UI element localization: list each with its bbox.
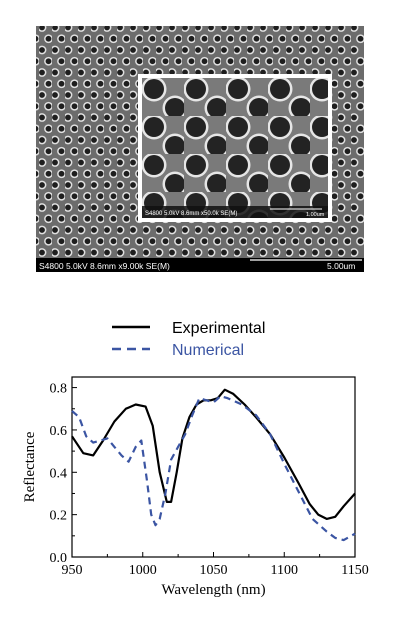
- sem-caption: S4800 5.0kV 8.6mm x9.00k SE(M): [39, 261, 170, 271]
- y-tick-label: 0.6: [50, 424, 68, 439]
- sem-caption-bar: [36, 258, 364, 272]
- sem-micrograph: S4800 5.0kV 8.6mm x50.0k SE(M) 1.00um S4…: [36, 26, 364, 272]
- series-line-experimental: [71, 388, 356, 520]
- sem-inset-image: [142, 78, 328, 218]
- y-tick-label: 0.8: [50, 382, 68, 397]
- sem-scale-label: 5.00um: [327, 261, 355, 271]
- x-axis-label: Wavelength (nm): [161, 582, 265, 598]
- x-tick-label: 1150: [341, 563, 368, 578]
- sem-inset: S4800 5.0kV 8.6mm x50.0k SE(M) 1.00um: [138, 74, 332, 222]
- x-tick-label: 1100: [271, 563, 298, 578]
- chart-plot-area: 950 1000 1050 1100 1150 0.0 0.2 0.4 0.6 0.8: [50, 376, 369, 578]
- y-axis-label: Reflectance: [22, 431, 38, 502]
- reflectance-chart: Experimental Numerical 950 1000 1050 1100 115…: [22, 320, 369, 598]
- legend-label-numerical: Numerical: [172, 342, 244, 359]
- plot-frame: [71, 376, 356, 558]
- sem-inset-scale: 1.00um: [306, 212, 325, 218]
- legend-label-experimental: Experimental: [172, 320, 265, 337]
- series-line-numerical: [71, 395, 356, 542]
- y-tick-label: 0.4: [50, 466, 68, 481]
- x-tick-label: 950: [62, 563, 83, 578]
- sem-inset-caption: S4800 5.0kV 8.6mm x50.0k SE(M): [145, 211, 237, 217]
- chart-legend: Experimental Numerical: [112, 320, 265, 359]
- x-tick-label: 1000: [129, 563, 157, 578]
- y-tick-label: 0.2: [50, 509, 68, 524]
- x-tick-label: 1050: [200, 563, 228, 578]
- y-tick-label: 0.0: [50, 551, 68, 566]
